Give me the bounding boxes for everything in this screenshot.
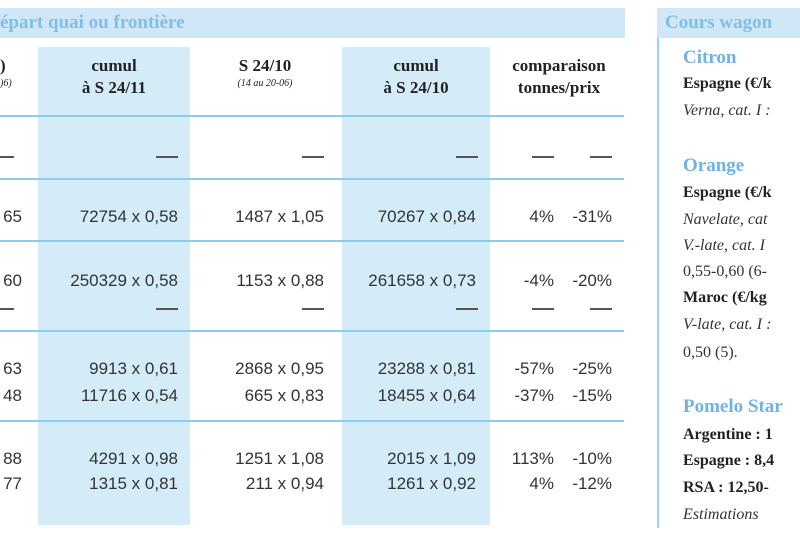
table-row: 63 9913 x 0,61 2868 x 0,95 23288 x 0,81 … (0, 359, 624, 379)
cell: 18455 x 0,64 (377, 386, 476, 405)
cell: 4291 x 0,98 (89, 449, 178, 468)
cell: 211 x 0,94 (245, 474, 324, 493)
cell: 63 (3, 359, 22, 378)
citron-country: Espagne (€/k (683, 75, 772, 92)
column-header-cumul-24-10: cumul à S 24/10 (383, 56, 449, 97)
cell: -31% (572, 207, 612, 226)
citron-detail: Verna, cat. I : (683, 102, 771, 119)
cell: 4% (529, 207, 554, 226)
pomelo-heading: Pomelo Star (683, 396, 783, 417)
table-divider (0, 330, 624, 332)
orange-detail: V.-late, cat. I (683, 237, 765, 254)
dash-mark (0, 156, 14, 158)
cell: 1261 x 0,92 (387, 474, 476, 493)
cell: 1153 x 0,88 (236, 271, 324, 290)
table-row: 88 4291 x 0,98 1251 x 1,08 2015 x 1,09 1… (0, 449, 624, 469)
table-divider (0, 115, 624, 117)
column-header-0-sub: )6) (0, 78, 12, 89)
cell: -10% (572, 449, 612, 468)
dash-mark (590, 156, 612, 158)
sidebar-panel: Citron Espagne (€/k Verna, cat. I : Oran… (657, 38, 800, 528)
orange-value: 0,55-0,60 (6- (683, 263, 767, 280)
cell: 250329 x 0,58 (70, 271, 178, 290)
dash-mark (302, 156, 324, 158)
dash-mark (156, 156, 178, 158)
cell: -57% (514, 359, 554, 378)
table-row: 77 1315 x 0,81 211 x 0,94 1261 x 0,92 4%… (0, 474, 624, 494)
table-row: 60 250329 x 0,58 1153 x 0,88 261658 x 0,… (0, 271, 624, 291)
cell: 2015 x 1,09 (387, 449, 476, 468)
cell: 2868 x 0,95 (235, 359, 324, 378)
orange-detail: Navelate, cat (683, 211, 768, 228)
orange-value: 0,50 (5). (683, 344, 738, 361)
cell: -20% (572, 271, 612, 290)
pomelo-line: Espagne : 8,4 (683, 452, 775, 469)
table-divider (0, 240, 624, 242)
shaded-column-cumul-24-10 (342, 47, 490, 525)
table-row: 48 11716 x 0,54 665 x 0,83 18455 x 0,64 … (0, 386, 624, 406)
column-header-comparaison: comparaison tonnes/prix (512, 56, 606, 97)
column-header-s-24-10: S 24/10 (14 au 20-06) (200, 55, 330, 91)
cell: 11716 x 0,54 (80, 386, 178, 405)
cell: 1251 x 1,08 (235, 449, 324, 468)
cell: 1315 x 0,81 (89, 474, 178, 493)
table-divider (0, 178, 624, 180)
table-divider (0, 420, 624, 422)
cell: 1487 x 1,05 (235, 207, 324, 226)
pomelo-line: Argentine : 1 (683, 426, 773, 443)
cell: 60 (3, 271, 22, 290)
dash-mark (590, 308, 612, 310)
dash-mark (456, 308, 478, 310)
cell: -12% (572, 474, 612, 493)
column-header-0: ) )6) (0, 55, 14, 91)
cell: 23288 x 0,81 (377, 359, 476, 378)
cell: 113% (511, 449, 554, 468)
cell: 9913 x 0,61 (89, 359, 178, 378)
cell: 72754 x 0,58 (79, 207, 178, 226)
citron-heading: Citron (683, 47, 737, 68)
cell: 261658 x 0,73 (368, 271, 476, 290)
column-header-cumul-24-11: cumul à S 24/11 (81, 56, 147, 97)
column-header-s-24-10-label: S 24/10 (238, 56, 292, 75)
dash-mark (456, 156, 478, 158)
table-row: 65 72754 x 0,58 1487 x 1,05 70267 x 0,84… (0, 207, 624, 227)
orange-country: Espagne (€/k (683, 184, 772, 201)
cell: 665 x 0,83 (244, 386, 324, 405)
pomelo-line: Estimations (683, 506, 759, 523)
pomelo-line: RSA : 12,50- (683, 479, 769, 496)
dash-mark (532, 308, 554, 310)
dash-mark (532, 156, 554, 158)
dash-mark (302, 308, 324, 310)
cell: 65 (3, 207, 22, 226)
cell: 48 (3, 386, 22, 405)
shaded-column-cumul-24-11 (38, 47, 190, 525)
dash-mark (0, 308, 14, 310)
orange-heading: Orange (683, 155, 745, 176)
cell: 77 (3, 474, 22, 493)
cell: 88 (3, 449, 22, 468)
dash-mark (156, 308, 178, 310)
section-title: épart quai ou frontière (0, 8, 625, 38)
cell: -37% (514, 386, 554, 405)
sidebar-title: Cours wagon (657, 8, 800, 38)
orange-detail: V-late, cat. I : (683, 316, 772, 333)
cell: -25% (572, 359, 612, 378)
cell: 70267 x 0,84 (377, 207, 476, 226)
orange-country: Maroc (€/kg (683, 289, 767, 306)
cell: -4% (523, 271, 554, 290)
cell: -15% (572, 386, 612, 405)
cell: 4% (529, 474, 554, 493)
column-header-s-24-10-sub: (14 au 20-06) (237, 78, 293, 89)
column-header-0-label: ) (0, 56, 6, 75)
